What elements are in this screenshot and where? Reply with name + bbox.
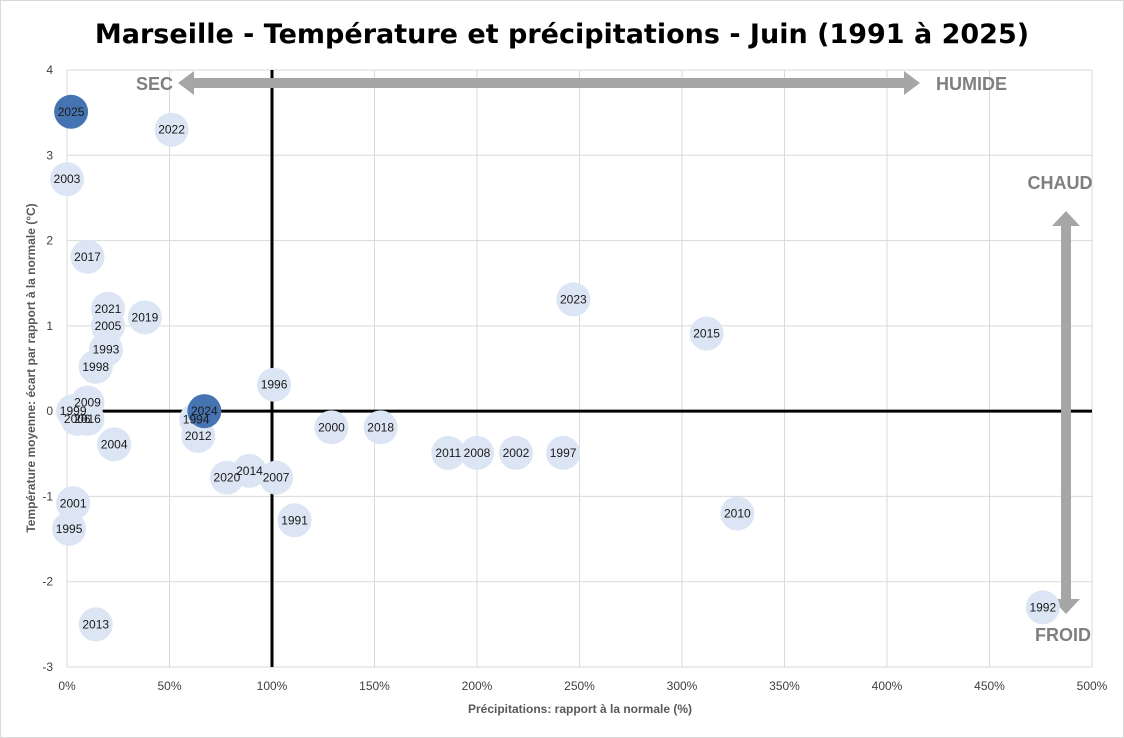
y-tick-label: 2 [46, 234, 53, 248]
data-points: 1991 1992 1993 1994 1995 1996 1997 1998 1999 2000… [50, 94, 1060, 642]
data-label: 1994 [183, 413, 210, 427]
data-label: 2025 [58, 105, 85, 119]
x-tick-label: 400% [872, 679, 903, 693]
data-label: 1998 [82, 360, 109, 374]
data-label: 1999 [60, 404, 87, 418]
y-tick-label: 3 [46, 148, 53, 162]
data-point [314, 410, 349, 445]
data-label: 2006 [64, 412, 91, 426]
data-label: 2001 [60, 496, 87, 510]
data-point [52, 511, 87, 546]
data-label: 2019 [132, 310, 159, 324]
x-tick-label: 0% [58, 679, 76, 693]
data-label: 2024 [191, 404, 218, 418]
data-point [277, 503, 312, 538]
data-point [78, 349, 113, 384]
data-point [431, 435, 466, 470]
x-tick-label: 350% [769, 679, 800, 693]
data-point [70, 401, 105, 436]
y-tick-label: -3 [42, 660, 53, 674]
x-tick-label: 300% [667, 679, 698, 693]
data-label: 2020 [214, 471, 241, 485]
y-tick-label: 1 [46, 319, 53, 333]
axis-ticks: 0% 50% 100% 150% 200% 250% 300% 350% 400% 450% 500… [42, 63, 1107, 693]
data-point [70, 239, 105, 274]
data-label: 2014 [236, 464, 263, 478]
data-label: 2018 [367, 420, 394, 434]
x-tick-label: 200% [462, 679, 493, 693]
data-label: 2002 [503, 446, 530, 460]
data-point [187, 394, 222, 429]
data-point [460, 435, 494, 470]
data-point [154, 112, 189, 147]
data-point [556, 282, 591, 317]
data-label: 2012 [185, 429, 212, 443]
data-label: 1997 [550, 446, 577, 460]
data-point [259, 460, 294, 495]
data-point [1025, 590, 1060, 625]
data-label: 2015 [693, 327, 720, 341]
data-label: 2005 [95, 319, 122, 333]
data-label: 2009 [74, 396, 101, 410]
x-tick-label: 450% [974, 679, 1005, 693]
x-tick-label: 250% [564, 679, 595, 693]
data-point [363, 410, 398, 445]
x-tick-label: 500% [1077, 679, 1108, 693]
data-label: 2003 [54, 172, 81, 186]
horizontal-arrow [178, 71, 920, 95]
data-label: 1996 [261, 378, 288, 392]
y-axis-title: Température moyenne: écart par rapport à… [24, 203, 38, 532]
data-label: 2022 [158, 123, 185, 137]
y-tick-label: -2 [42, 575, 53, 589]
data-point [127, 300, 162, 335]
data-label: 2000 [318, 420, 345, 434]
data-label: 2023 [560, 292, 587, 306]
data-point [78, 607, 113, 642]
direction-arrows [178, 71, 1080, 614]
x-tick-label: 50% [157, 679, 181, 693]
data-label: 2011 [435, 446, 461, 460]
annotation-chaud: CHAUD [1028, 173, 1093, 193]
data-point [546, 435, 581, 470]
data-point [209, 460, 244, 495]
annotation-humide: HUMIDE [936, 74, 1007, 94]
chart-title: Marseille - Température et précipitation… [95, 19, 1029, 50]
annotation-froid: FROID [1035, 625, 1091, 645]
data-label: 1995 [56, 522, 83, 536]
data-label: 2008 [464, 446, 491, 460]
data-point [50, 162, 84, 197]
y-tick-label: 0 [46, 404, 53, 418]
data-label: 2021 [95, 302, 122, 316]
data-label: 2010 [724, 506, 751, 520]
data-point [257, 367, 292, 402]
data-point [97, 427, 132, 462]
grid-lines [66, 69, 1093, 668]
y-tick-label: 4 [46, 63, 53, 77]
data-point [56, 486, 91, 521]
data-label: 1993 [93, 343, 120, 357]
data-point [498, 435, 533, 470]
data-label: 1992 [1029, 600, 1056, 614]
data-label: 2007 [263, 471, 290, 485]
vertical-arrow [1052, 211, 1080, 614]
data-label: 2004 [101, 437, 128, 451]
data-label: 2016 [74, 412, 101, 426]
data-label: 2017 [74, 250, 101, 264]
x-axis-title: Précipitations: rapport à la normale (%) [468, 702, 692, 716]
data-point [91, 291, 125, 326]
x-tick-label: 150% [359, 679, 390, 693]
data-point [720, 496, 755, 531]
y-tick-label: -1 [42, 489, 53, 503]
x-tick-label: 100% [257, 679, 288, 693]
annotation-sec: SEC [136, 74, 173, 94]
data-label: 1991 [281, 513, 308, 527]
data-point [54, 94, 89, 129]
data-point [689, 316, 724, 351]
data-label: 2013 [82, 617, 109, 631]
